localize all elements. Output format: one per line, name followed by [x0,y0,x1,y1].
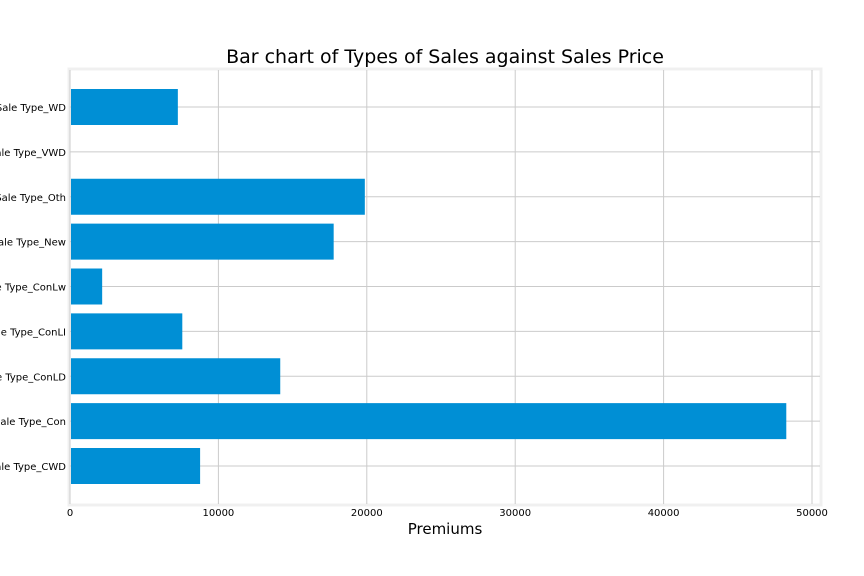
y-tick-label: Sale Type_WD [0,103,66,114]
y-tick-label: Sale Type_ConLI [0,327,66,338]
bar-sale-type-conli [71,313,183,350]
x-tick-label: 40000 [648,508,680,519]
y-tick-label: Sale Type_ConLw [0,283,66,294]
y-tick-label: Sale Type_CWD [0,462,66,473]
y-tick-labels: Sale Type_CWD Sale Type_Con Sale Type_ConL… [0,103,66,473]
bar-sale-type-new [71,223,334,260]
x-tick-label: 30000 [499,508,531,519]
y-tick-label: Sale Type_Con [0,417,66,428]
y-tick-label: Sale Type_New [0,238,66,249]
bar-sale-type-conld [71,358,281,395]
x-tick-labels: 0 10000 20000 30000 40000 50000 [67,508,828,519]
y-tick-label: Sale Type_ConLD [0,372,66,383]
y-tick-label: Sale Type_Oth [0,193,66,204]
x-tick-label: 0 [67,508,73,519]
bar-sale-type-cwd [71,448,201,484]
x-axis-title: Premiums [408,520,483,538]
bar-sale-type-conlw [71,268,103,305]
x-tick-label: 10000 [202,508,234,519]
chart-title: Bar chart of Types of Sales against Sale… [226,46,664,68]
x-tick-label: 50000 [796,508,828,519]
bars [71,89,787,484]
bar-sale-type-con [71,403,787,440]
x-tick-label: 20000 [351,508,383,519]
bar-sale-type-wd [71,89,178,125]
y-tick-label: Sale Type_VWD [0,148,66,159]
bar-sale-type-oth [71,178,365,215]
